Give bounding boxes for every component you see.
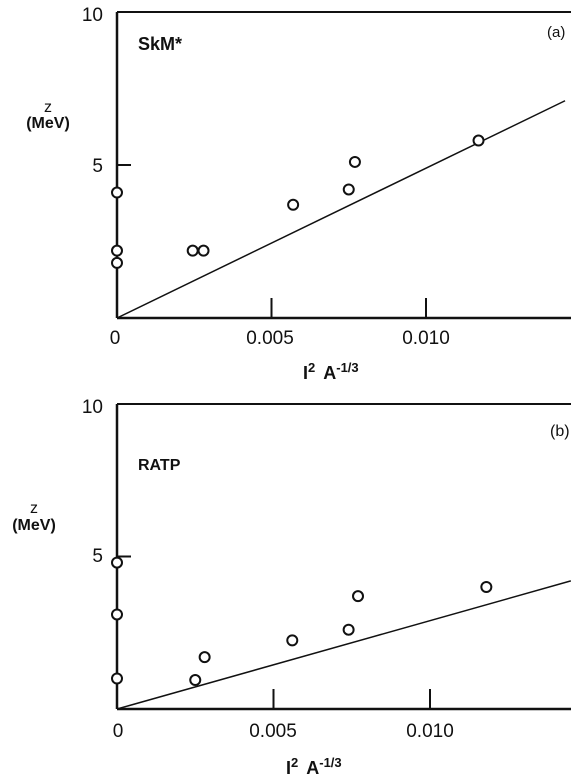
panel-a-ylabel-unit: (MeV): [26, 115, 70, 132]
panel-b-x-label-0: 0: [113, 721, 124, 742]
panel-b-data-point: [286, 634, 299, 647]
panel-b-data-point: [111, 672, 123, 685]
panel-a-y-label-10: 10: [82, 5, 103, 26]
panel-a-y-label-5: 5: [92, 156, 103, 177]
panel-a-x-label-0005: 0.005: [246, 328, 294, 349]
panel-a-data-point: [197, 244, 210, 257]
panel-a-data-point: [186, 244, 199, 257]
panel-b-fit-line: [116, 580, 571, 710]
panel-a-annotation: SkM*: [138, 34, 182, 54]
panel-a-label: (a): [547, 24, 565, 41]
panel-a-ylabel-z: z: [44, 99, 52, 116]
panel-b-y-label-5: 5: [92, 546, 103, 567]
panel-a-x-axis-title: I2 A-1/3: [303, 360, 359, 383]
panel-a-x-label-0010: 0.010: [402, 328, 450, 349]
panel-a-fit-line: [116, 100, 566, 319]
panel-b-data-point: [111, 556, 123, 569]
panel-b-x-label-0010: 0.010: [406, 721, 454, 742]
panel-b-ylabel-unit: (MeV): [12, 517, 56, 534]
panel-b-data-point: [352, 590, 365, 603]
panel-b-x-axis-title: I2 A-1/3: [286, 755, 342, 778]
panel-b-x-label-0005: 0.005: [249, 721, 297, 742]
panel-a-data-point: [111, 186, 123, 199]
panel-a-data-point: [287, 198, 300, 211]
panel-b-ylabel-z: z: [30, 500, 38, 517]
panel-a-data-point: [111, 244, 123, 257]
panel-b-data-point: [189, 674, 202, 687]
panel-b: 10 5 0 0.005 0.010 z (MeV) RATP (b) I2 A-…: [12, 397, 571, 778]
panel-a-x-label-0: 0: [110, 328, 121, 349]
panel-b-annotation: RATP: [138, 457, 181, 474]
panel-b-data-point: [480, 581, 493, 593]
panel-a-data-point: [342, 183, 355, 196]
panel-a: 10 5 0 0.005 0.010 z (MeV) SkM* (a) I2 A-…: [26, 5, 571, 383]
panel-a-data-point: [472, 134, 485, 147]
panel-b-data-point: [111, 608, 123, 621]
panel-b-label: (b): [550, 423, 570, 440]
panel-a-data-point: [348, 155, 361, 168]
panel-b-data-point: [198, 651, 211, 664]
panel-a-data-point: [111, 256, 123, 269]
panel-b-data-point: [342, 623, 355, 636]
panel-b-y-label-10: 10: [82, 397, 103, 418]
